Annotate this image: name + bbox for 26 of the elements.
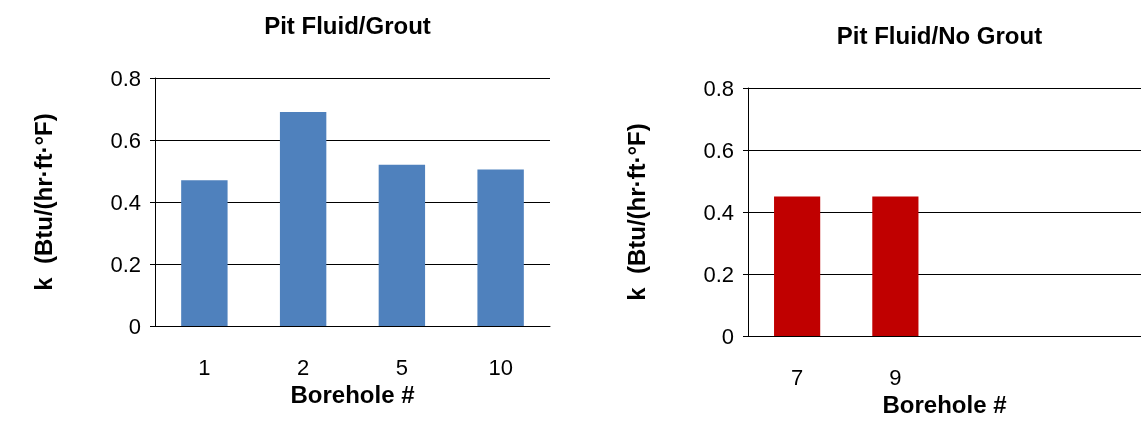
bar <box>279 112 327 326</box>
y-tick-label: 0.4 <box>110 189 141 215</box>
y-tick-label: 0.8 <box>703 75 734 101</box>
chart-title: Pit Fluid/Grout <box>264 11 431 39</box>
y-tick-label: 0 <box>128 313 141 339</box>
bar <box>181 180 228 326</box>
y-axis-title: k (Btu/(hr·ft·°F) <box>29 113 57 291</box>
y-tick-label: 0.2 <box>703 261 734 287</box>
x-tick-label: 10 <box>488 354 513 380</box>
x-tick-label: 7 <box>791 364 804 390</box>
x-tick-label: 5 <box>395 354 408 380</box>
x-axis-title: Borehole # <box>290 381 415 409</box>
x-axis-title: Borehole # <box>882 391 1007 419</box>
y-tick-label: 0.6 <box>110 127 141 153</box>
bar <box>378 164 426 326</box>
y-axis-title: k (Btu/(hr·ft·°F) <box>622 123 650 301</box>
y-tick-label: 0.4 <box>703 199 734 225</box>
y-tick-label: 0 <box>721 323 734 349</box>
x-tick-label: 1 <box>198 354 211 380</box>
y-tick-label: 0.2 <box>110 251 141 277</box>
x-tick-label: 9 <box>889 364 902 390</box>
x-tick-label: 2 <box>297 354 310 380</box>
bar <box>477 169 524 326</box>
chart-title: Pit Fluid/No Grout <box>836 21 1043 49</box>
y-tick-label: 0.8 <box>110 65 141 91</box>
y-tick-label: 0.6 <box>703 137 734 163</box>
